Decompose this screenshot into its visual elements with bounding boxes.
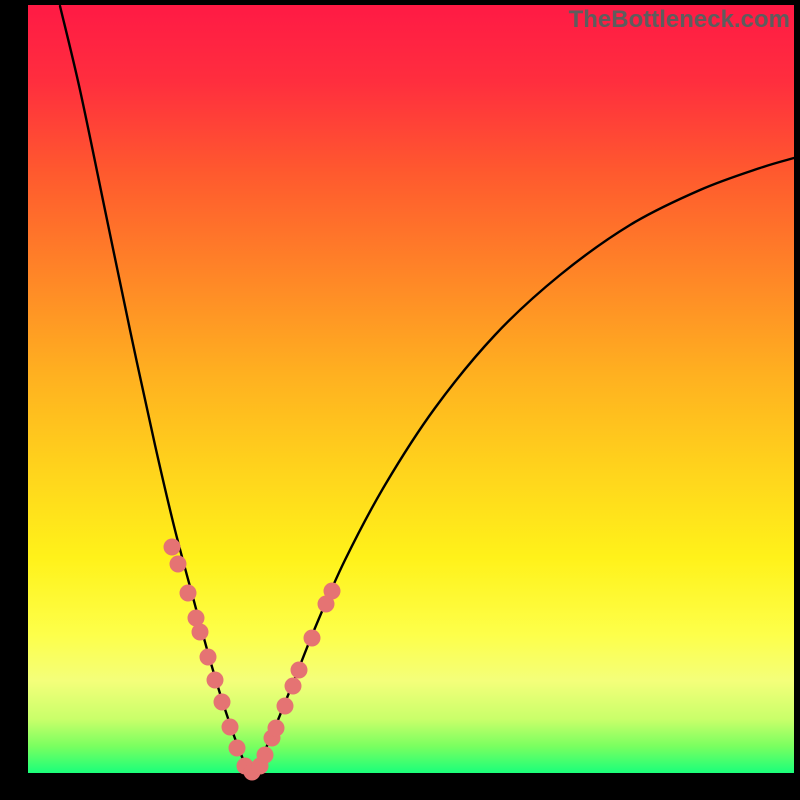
chart-canvas: TheBottleneck.com <box>0 0 800 800</box>
gradient-background <box>28 5 794 773</box>
border-bottom <box>0 773 800 800</box>
border-right <box>794 0 800 800</box>
border-left <box>0 0 28 800</box>
border-top <box>0 0 800 5</box>
watermark-text: TheBottleneck.com <box>569 6 790 34</box>
